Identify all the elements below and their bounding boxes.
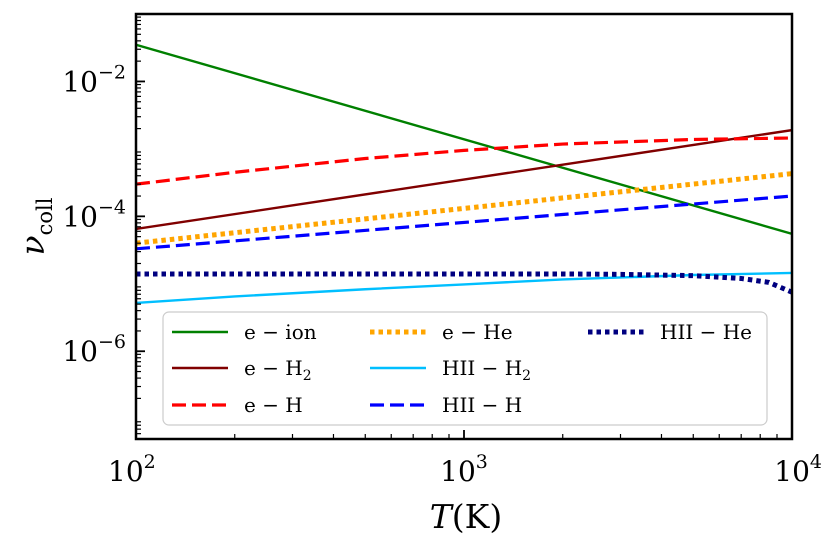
x-tick-label: 103: [440, 451, 488, 488]
series-line-e-h2: [136, 128, 792, 231]
legend-label-e-h2: e − H2: [244, 356, 312, 384]
series-line-e-ion: [136, 43, 792, 236]
legend-label-e-he: e − He: [442, 320, 513, 344]
legend: e − ion e − H2 e − H e − He HII − H2 HII − H H…: [162, 311, 768, 426]
x-tick-label: 102: [108, 451, 156, 488]
y-tick-label: 10−4: [62, 196, 126, 233]
legend-label-e-ion: e − ion: [244, 320, 317, 344]
y-tick-label: 10−2: [62, 61, 126, 98]
legend-label-hii-h: HII − H: [442, 393, 522, 417]
legend-label-hii-h2: HII − H2: [442, 356, 531, 384]
series-line-hii-h2: [136, 271, 792, 305]
x-tick-label: 104: [774, 451, 822, 488]
series-line-e-h: [136, 136, 792, 186]
y-tick-label: 10−6: [62, 331, 126, 368]
series-line-hii-he: [136, 271, 792, 295]
x-axis-label: T(K): [430, 497, 502, 536]
plot-axes: 102 103 104 10−6 10−4 10−2 T(K) νcoll: [13, 12, 822, 536]
series-line-hii-h: [136, 194, 792, 251]
legend-label-e-h: e − H: [244, 393, 303, 417]
legend-label-hii-he: HII − He: [660, 320, 752, 344]
plot-lines: [136, 43, 792, 305]
legend-box: [162, 311, 768, 426]
y-axis-label: νcoll: [13, 197, 57, 255]
